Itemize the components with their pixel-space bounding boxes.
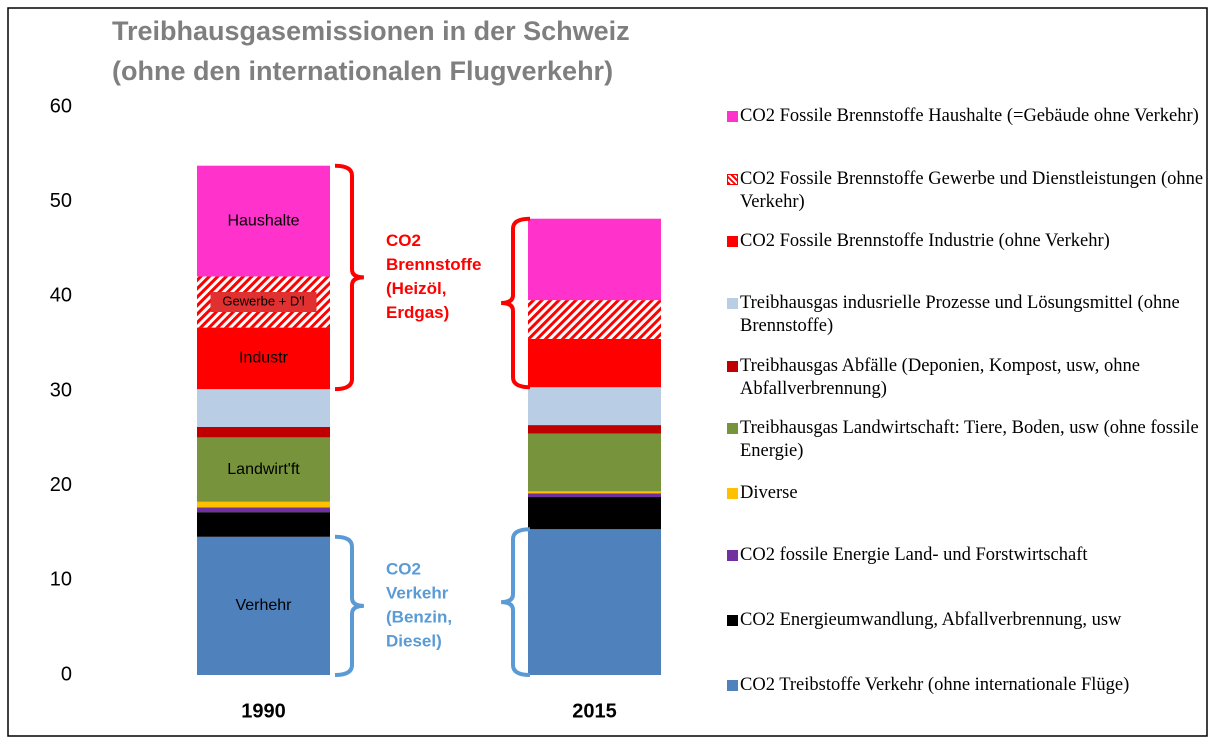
legend-swatch <box>727 680 738 691</box>
frame <box>7 7 1208 737</box>
bar-segment <box>528 491 661 494</box>
legend-swatch <box>727 550 738 561</box>
bar-segment <box>197 507 330 513</box>
bar-segment <box>528 433 661 492</box>
bar-segment <box>528 218 661 301</box>
chart-title: (ohne den internationalen Flugverkehr) <box>112 56 613 86</box>
bar-label: Gewerbe + D'l <box>222 293 304 308</box>
legend-swatch <box>727 488 738 499</box>
x-tick-label: 2015 <box>572 700 617 722</box>
chart-title: Treibhausgasemissionen in der Schweiz <box>112 16 630 46</box>
bracket <box>334 163 364 392</box>
legend-swatch <box>727 361 738 372</box>
bar-segment <box>528 338 661 388</box>
legend-swatch <box>727 111 738 122</box>
bar-segment <box>528 425 661 434</box>
bar-segment <box>197 426 330 438</box>
y-tick-label: 30 <box>50 379 72 401</box>
annotation: (Heizöl, <box>386 279 446 298</box>
legend-label: CO2 Fossile Brennstoffe Gewerbe und Dien… <box>740 169 1204 212</box>
legend-label: CO2 Energieumwandlung, Abfallverbrennung… <box>740 610 1122 630</box>
annotation: Brennstoffe <box>386 255 481 274</box>
x-tick-label: 1990 <box>241 700 286 722</box>
legend-label: CO2 Fossile Brennstoffe Haushalte (=Gebä… <box>740 106 1199 126</box>
annotation: Verkehr <box>386 583 449 602</box>
annotation: CO2 <box>386 231 421 250</box>
bar-label: Verhehr <box>235 597 292 614</box>
bar-segment <box>528 529 661 675</box>
legend-label: Treibhausgas indusrielle Prozesse und Lö… <box>740 293 1180 336</box>
bracket <box>334 534 364 677</box>
bar-segment <box>528 387 661 426</box>
legend-label: Treibhausgas Abfälle (Deponien, Kompost,… <box>740 356 1140 399</box>
bar-segment <box>197 327 330 390</box>
legend-swatch <box>727 423 738 434</box>
annotation: CO2 <box>386 559 421 578</box>
legend-label: CO2 Fossile Brennstoffe Industrie (ohne … <box>740 231 1110 251</box>
y-tick-label: 0 <box>61 663 72 685</box>
y-tick-label: 60 <box>50 95 72 117</box>
bar-segment <box>197 512 330 537</box>
legend-label: CO2 Treibstoffe Verkehr (ohne internatio… <box>740 675 1130 695</box>
legend-swatch <box>727 174 738 185</box>
bracket <box>501 216 531 390</box>
bar-label: Haushalte <box>227 212 299 229</box>
bar-segment <box>197 389 330 427</box>
bar-label: Industr <box>239 350 289 367</box>
bar-segment <box>197 501 330 508</box>
bar-segment <box>197 165 330 277</box>
legend-swatch <box>727 615 738 626</box>
annotation: (Benzin, <box>386 607 452 626</box>
y-tick-label: 40 <box>50 285 72 307</box>
y-tick-label: 50 <box>50 190 72 212</box>
bar-segment <box>528 300 661 339</box>
bar-segment <box>528 497 661 530</box>
label-box <box>210 292 317 313</box>
legend-swatch <box>727 298 738 309</box>
bar-segment <box>197 536 330 675</box>
bar-segment <box>528 493 661 498</box>
legend-label: Treibhausgas Landwirtschaft: Tiere, Bode… <box>740 418 1199 461</box>
bracket <box>501 527 531 677</box>
legend-swatch <box>727 236 738 247</box>
bar-segment <box>197 437 330 502</box>
legend-label: CO2 fossile Energie Land- und Forstwirts… <box>740 545 1088 565</box>
y-tick-label: 20 <box>50 474 72 496</box>
legend-label: Diverse <box>740 483 798 503</box>
bar-label: Landwirt'ft <box>227 461 300 478</box>
y-tick-label: 10 <box>50 569 72 591</box>
annotation: Erdgas) <box>386 303 449 322</box>
annotation: Diesel) <box>386 631 442 650</box>
